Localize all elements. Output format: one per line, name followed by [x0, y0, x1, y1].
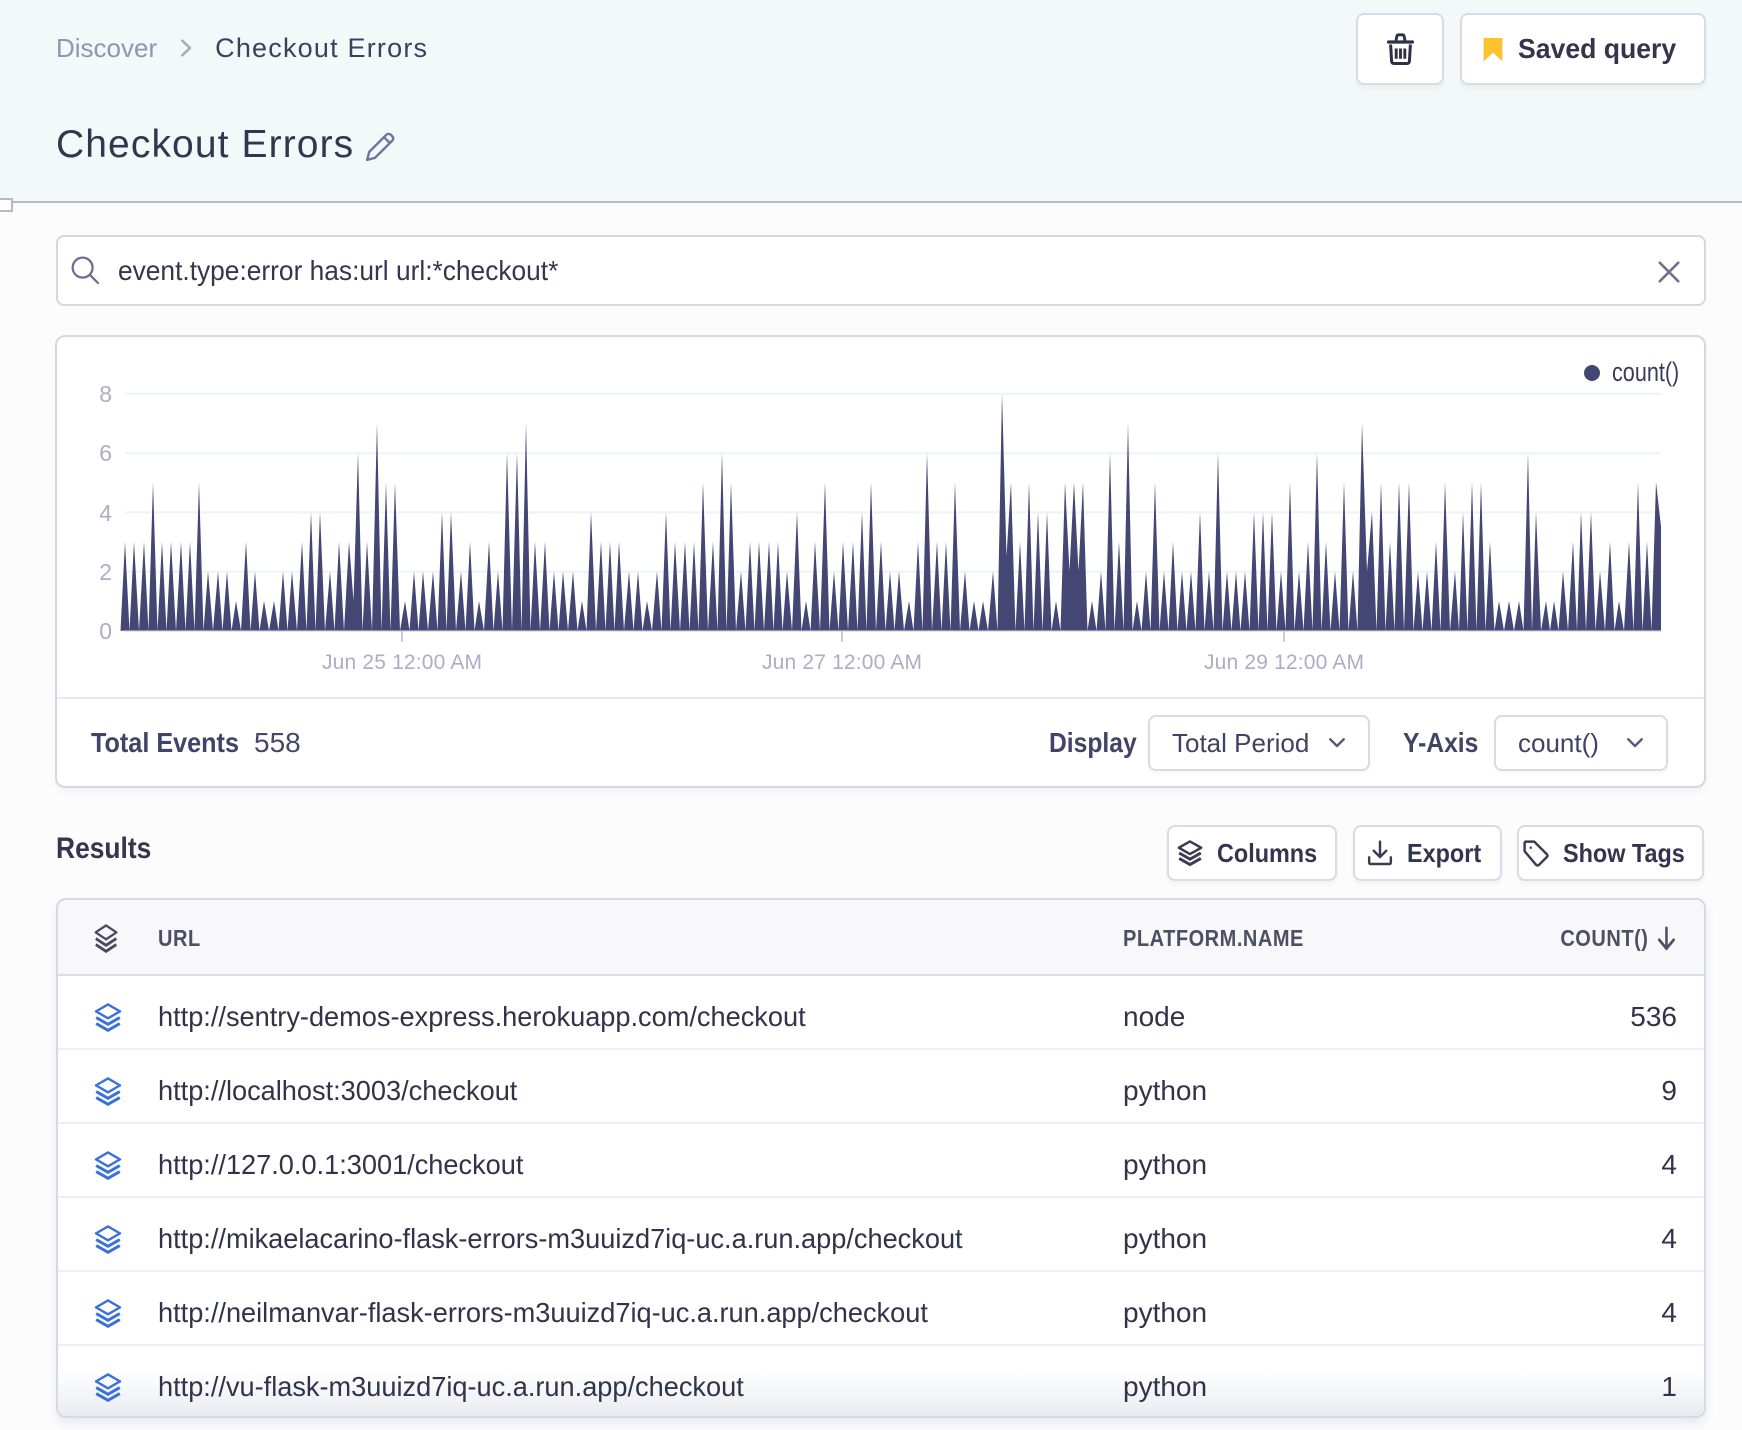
svg-text:Jun 25 12:00 AM: Jun 25 12:00 AM: [322, 651, 482, 674]
svg-text:2: 2: [99, 559, 112, 585]
svg-text:Jun 29 12:00 AM: Jun 29 12:00 AM: [1204, 651, 1364, 674]
svg-text:0: 0: [99, 618, 112, 644]
svg-text:8: 8: [99, 381, 112, 407]
svg-text:6: 6: [99, 440, 112, 466]
svg-text:Jun 27 12:00 AM: Jun 27 12:00 AM: [762, 651, 922, 674]
svg-text:4: 4: [99, 500, 112, 526]
